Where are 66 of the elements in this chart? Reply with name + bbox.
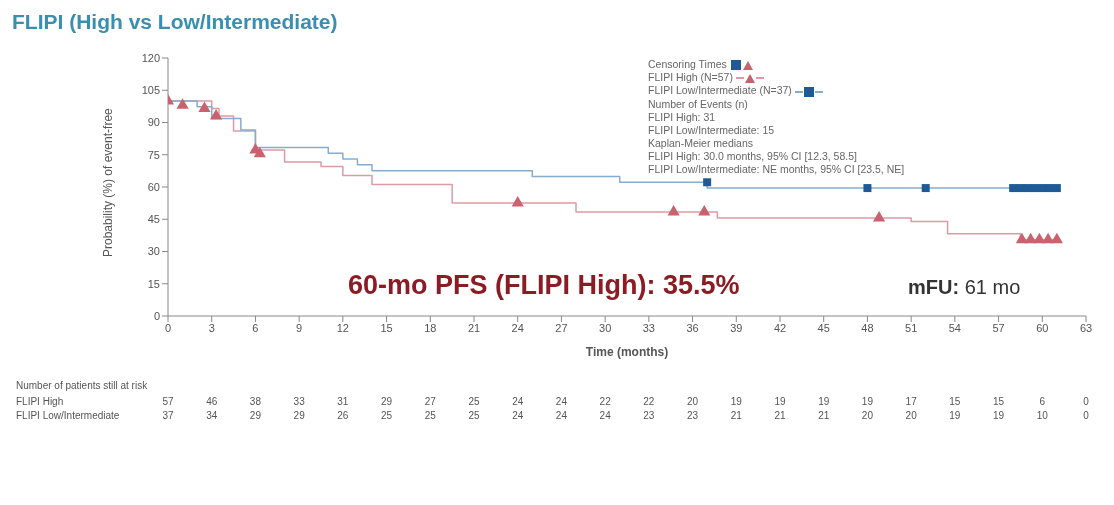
y-tick-label: 105 (141, 84, 160, 97)
annotation: FLIPI Low/Intermediate: NE months, 95% CI [23.5, NE] (648, 162, 905, 176)
point (667, 204, 680, 216)
y-tick-label: 75 (147, 148, 160, 161)
y-tick-label: 60 (147, 180, 160, 193)
y-tick-label: 30 (147, 245, 160, 258)
x-tick-label: 27 (555, 321, 568, 334)
text: FLIPI Low/Intermediate (16, 410, 120, 421)
x-tick-label: 30 (599, 321, 612, 334)
x-tick-label: 54 (948, 321, 961, 334)
point (873, 210, 886, 222)
x-tick-label: 21 (467, 321, 481, 334)
x-tick-label: 60 (1036, 321, 1049, 334)
point (698, 204, 711, 216)
point (253, 146, 266, 158)
point (210, 109, 223, 120)
point (198, 101, 211, 113)
x-tick-label: 15 (380, 321, 393, 334)
point (703, 178, 712, 187)
point (1015, 232, 1028, 244)
y-axis-title: Probability (%) of event-free (101, 107, 116, 257)
legend-label: FLIPI High (N=57) (648, 71, 734, 85)
y-tick-label: 120 (141, 51, 160, 64)
point (1038, 184, 1047, 193)
x-tick-label: 36 (686, 321, 699, 334)
x-tick-label: 33 (642, 321, 655, 334)
point (1052, 184, 1061, 193)
annotation: FLIPI High: 30.0 months, 95% CI [12.3, 58.5] (648, 149, 858, 163)
x-tick-label: 51 (905, 321, 918, 334)
x-axis-title: Time (months) (585, 345, 669, 359)
point (863, 184, 872, 193)
annotation: FLIPI Low/Intermediate: 15 (648, 123, 776, 137)
x-tick-label: 24 (511, 321, 524, 334)
x-tick-label: 6 (252, 321, 259, 334)
y-tick-label: 15 (147, 277, 160, 290)
y-tick-label: 90 (147, 116, 160, 129)
point (921, 184, 930, 193)
text: 57 46 38 33 31 29 27 25 24 24 22 22 20 19 19 19 19 17 15 15 6 0 (162, 396, 1089, 407)
point (176, 98, 189, 109)
text: 37 34 29 29 26 25 25 25 24 24 24 23 23 21 21 21 20 20 19 19 10 0 (162, 410, 1089, 421)
x-tick-label: 0 (164, 321, 172, 334)
x-tick-label: 12 (336, 321, 349, 334)
y-tick-label: 45 (147, 213, 160, 226)
point (1050, 232, 1063, 244)
legend-label: FLIPI Low/Intermediate (N=37) (648, 84, 793, 98)
annotation: FLIPI High: 31 (648, 110, 717, 124)
annotation: mFU: 61 mo (908, 276, 1021, 299)
text: Number of patients still at risk (16, 380, 148, 391)
point (1016, 184, 1025, 193)
x-tick-label: 3 (208, 321, 215, 334)
x-tick-label: 48 (861, 321, 874, 334)
x-tick-label: 57 (992, 321, 1005, 334)
text: FLIPI High (16, 396, 64, 407)
x-tick-label: 9 (296, 321, 303, 334)
chart-title: FLIPI (High vs Low/Intermediate) (12, 10, 338, 34)
annotation: Kaplan-Meier medians (648, 136, 755, 150)
annotation: 60-mo PFS (FLIPI High): 35.5% (348, 270, 740, 301)
x-tick-label: 39 (730, 321, 743, 334)
point (511, 195, 524, 207)
x-tick-label: 42 (773, 321, 787, 334)
annotation: Censoring Times (648, 58, 728, 72)
y-tick-label: 0 (153, 309, 160, 322)
annotation: Number of Events (n) (648, 97, 749, 111)
x-tick-label: 18 (424, 321, 437, 334)
x-tick-label: 45 (817, 321, 830, 334)
x-tick-label: 63 (1079, 321, 1093, 334)
